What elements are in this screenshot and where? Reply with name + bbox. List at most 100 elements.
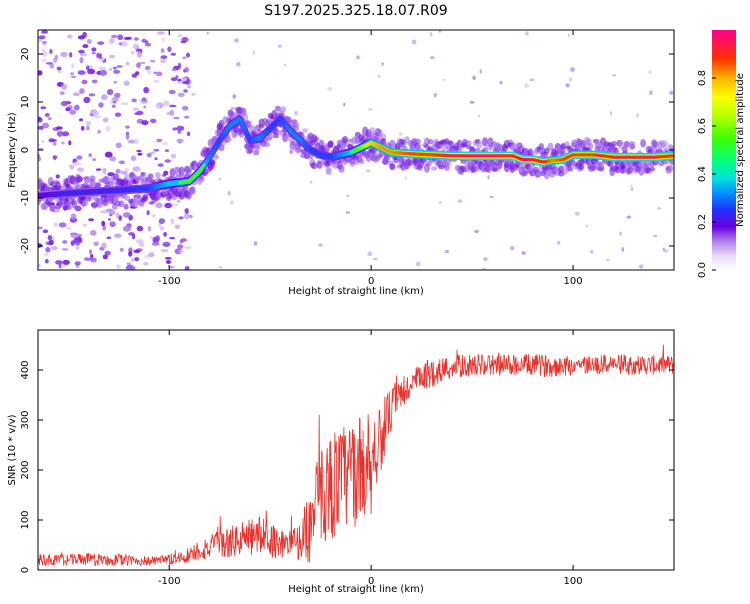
spectrogram-cell	[132, 107, 140, 112]
colorbar-tick-label: 0.8	[697, 70, 708, 86]
spectrogram-cell	[87, 68, 96, 75]
snr-x-tick-label: -100	[158, 576, 181, 587]
spectrogram-cell	[56, 126, 63, 130]
spectrogram-cell	[316, 161, 323, 169]
spectrogram-cell	[71, 62, 75, 69]
spectrogram-cell	[113, 66, 117, 70]
spectrogram-cell	[162, 102, 170, 106]
spectrogram-cell	[79, 118, 83, 122]
spectrogram-cell	[252, 50, 256, 55]
spectrogram-cell	[38, 143, 41, 147]
spectrogram-cell	[47, 235, 52, 241]
spectrogram-cell	[124, 173, 130, 181]
spectrogram-cell	[118, 160, 126, 165]
spectrogram-cell	[152, 214, 156, 218]
spectrogram-y-tick-label: 20	[20, 48, 31, 61]
spectrogram-cell	[476, 141, 483, 149]
spectrogram-cell	[38, 156, 42, 162]
spectrogram-cell	[441, 78, 446, 81]
spectrogram-cell	[89, 178, 96, 188]
spectrogram-cell	[113, 69, 121, 74]
spectrogram-cell	[108, 218, 111, 221]
spectrogram-cell	[119, 247, 124, 252]
spectrogram-cell	[170, 52, 177, 56]
spectrogram-cell	[66, 226, 72, 230]
spectrogram-cell	[431, 166, 438, 171]
spectrogram-cell	[96, 52, 100, 59]
spectrogram-cell	[189, 214, 193, 219]
spectrogram-cell	[91, 202, 98, 209]
spectrogram-cell	[172, 127, 178, 131]
spectrogram-cell	[121, 40, 128, 47]
spectrogram-cell	[88, 93, 96, 97]
spectrogram-cell	[56, 185, 63, 190]
spectrogram-cell	[176, 81, 183, 85]
spectrogram-cell	[472, 75, 476, 81]
spectrogram-cell	[124, 167, 130, 172]
spectrogram-cell	[294, 110, 298, 116]
spectrogram-cell	[61, 248, 69, 251]
spectrogram-cell	[109, 156, 117, 162]
spectrogram-cell	[68, 140, 72, 146]
spectrogram-cell	[52, 141, 57, 146]
spectrogram-x-tick-label: -100	[158, 276, 181, 287]
spectrogram-cell	[114, 92, 121, 98]
spectrogram-cell	[65, 107, 71, 112]
spectrogram-y-tick-label: -10	[20, 190, 31, 206]
spectrogram-cell	[114, 112, 122, 117]
spectrogram-cell	[131, 257, 135, 262]
spectrogram-cell	[131, 73, 138, 78]
spectrogram-cell	[444, 249, 450, 254]
spectrogram-cell	[148, 252, 155, 258]
spectrogram-cell	[149, 236, 154, 239]
spectrogram-cell	[434, 92, 437, 98]
spectrogram-cell	[630, 187, 634, 191]
spectrogram-cell	[669, 90, 674, 95]
spectrogram-cell	[414, 138, 421, 145]
spectrogram-cell	[184, 266, 190, 270]
spectrogram-cell	[55, 174, 60, 179]
spectrogram-cell	[102, 167, 107, 175]
spectrogram-cell	[510, 246, 515, 251]
spectrogram-cell	[73, 161, 82, 166]
spectrogram-cell	[183, 89, 188, 93]
snr-ylabel: SNR (10 * v/v)	[7, 414, 18, 485]
spectrogram-cell	[565, 83, 570, 88]
spectrogram-y-tick-label: 10	[20, 96, 31, 109]
spectrogram-cell	[81, 79, 88, 85]
spectrogram-cell	[125, 125, 130, 129]
spectrogram-cell	[84, 175, 91, 184]
spectrogram-cell	[611, 140, 617, 147]
spectrogram-cell	[105, 208, 114, 212]
spectrogram-cell	[90, 257, 97, 263]
spectrogram-cell	[48, 239, 54, 246]
spectrogram-cell	[101, 94, 108, 101]
spectrogram-cell	[587, 143, 594, 150]
spectrogram-cell	[40, 106, 47, 110]
spectrogram-cell	[289, 149, 294, 154]
spectrogram-cell	[132, 166, 141, 172]
spectrogram-cell	[101, 210, 106, 214]
spectrogram-cell	[529, 78, 535, 82]
spectrogram-cell	[156, 138, 163, 142]
spectrogram-cell	[108, 67, 113, 72]
spectrogram-cell	[245, 120, 252, 128]
spectrogram-cell	[76, 233, 83, 237]
spectrogram-cell	[42, 50, 48, 58]
spectrogram-cell	[177, 92, 185, 98]
spectrogram-cell	[447, 140, 454, 146]
spectrogram-cell	[177, 129, 181, 134]
spectrogram-cell	[62, 240, 68, 244]
spectrogram-cell	[146, 153, 152, 158]
spectrogram-cell	[160, 249, 169, 253]
spectrogram-cell	[218, 266, 223, 269]
spectrogram-cell	[661, 140, 668, 147]
spectrogram-cell	[58, 263, 62, 269]
spectrogram-cell	[38, 117, 43, 123]
spectrogram-cell	[623, 140, 630, 148]
spectrogram-cell	[438, 201, 443, 204]
chart-title: S197.2025.325.18.07.R09	[264, 3, 447, 19]
spectrogram-cell	[101, 220, 106, 227]
spectrogram-cell	[355, 55, 360, 60]
spectrogram-cell	[183, 115, 190, 119]
